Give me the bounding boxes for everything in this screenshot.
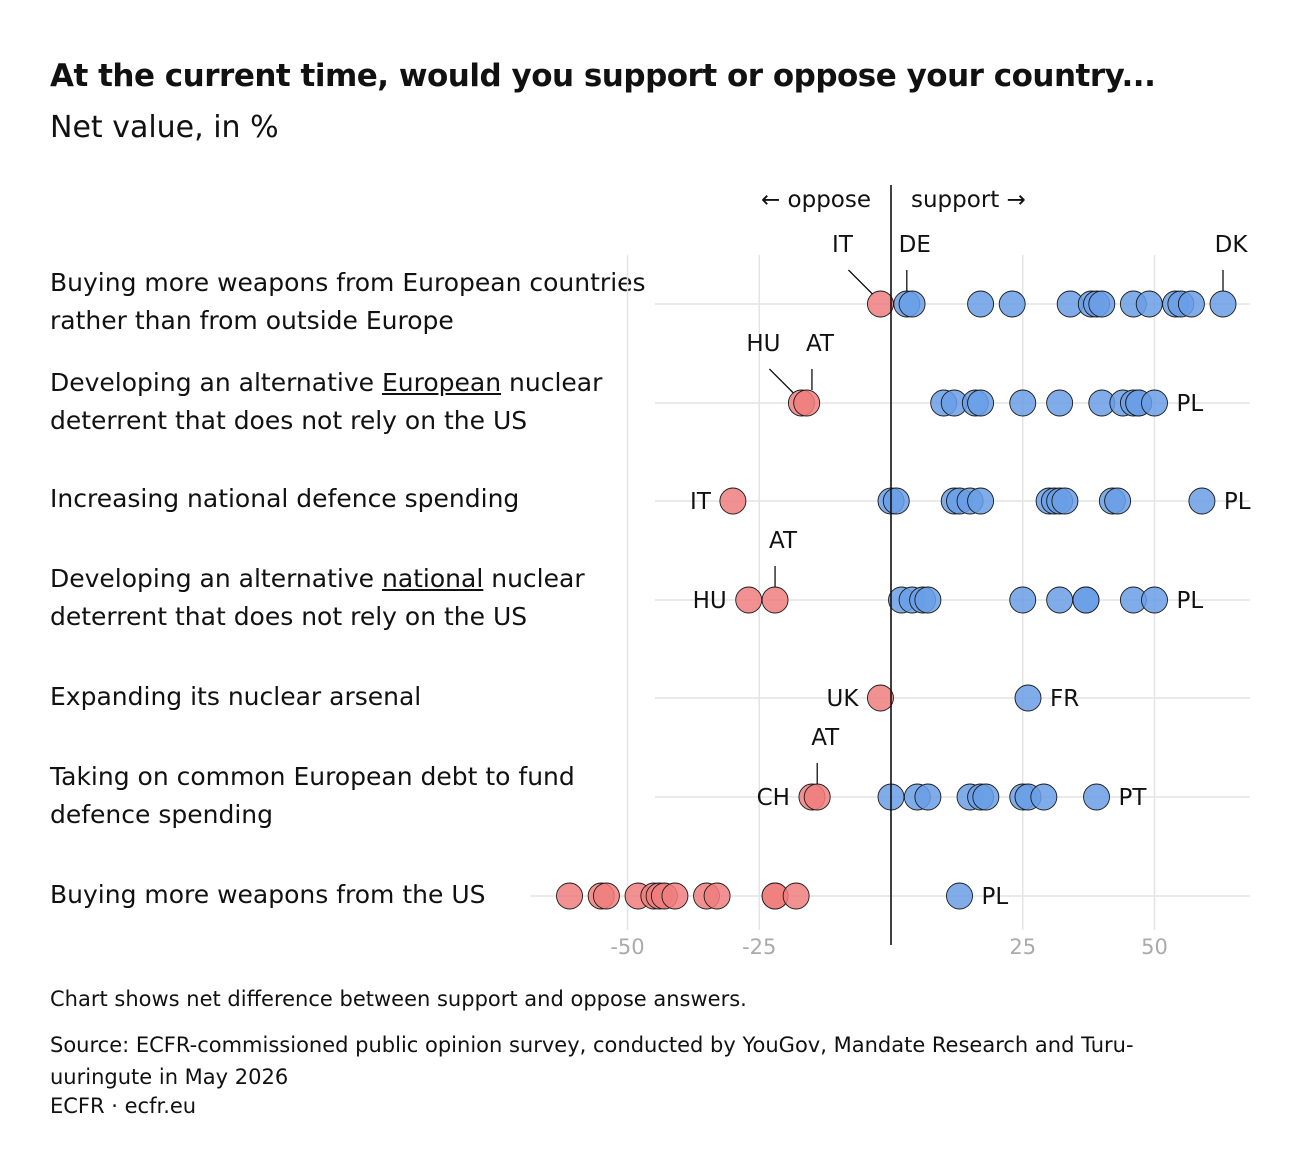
oppose-dot	[867, 684, 894, 712]
row-label-defence-spending: Increasing national defence spending	[50, 480, 519, 518]
country-label: IT	[832, 232, 854, 258]
country-label: CH	[757, 785, 790, 811]
row-label-text: Developing an alternative	[50, 368, 382, 397]
country-label: PL	[1177, 391, 1204, 417]
support-dot	[1088, 290, 1116, 318]
oppose-dot	[803, 783, 831, 811]
support-dot	[972, 783, 1000, 811]
country-label: UK	[827, 686, 860, 712]
credit: ECFR · ecfr.eu	[50, 1094, 197, 1118]
country-label: AT	[806, 331, 835, 357]
support-dot	[967, 389, 995, 417]
country-label: DK	[1215, 232, 1249, 258]
support-dot	[1177, 290, 1205, 318]
x-tick-label: 25	[1009, 935, 1036, 959]
x-tick-label: -25	[742, 935, 776, 959]
support-dot	[967, 290, 995, 318]
support-dot	[914, 586, 942, 614]
support-dot	[998, 290, 1026, 318]
row-label-line: deterrent that does not rely on the US	[50, 406, 528, 435]
support-dot	[1209, 290, 1237, 318]
support-dot	[1141, 586, 1168, 614]
chart-title: At the current time, would you support o…	[50, 58, 1156, 94]
chart-note: Chart shows net difference between suppo…	[50, 987, 747, 1011]
row-label-line: Developing an alternative European nucle…	[50, 364, 602, 402]
country-label: HU	[693, 588, 727, 614]
country-label: HU	[746, 331, 780, 357]
support-dot	[1030, 783, 1058, 811]
row-label-line: Buying more weapons from European countr…	[50, 268, 646, 297]
country-label: FR	[1050, 686, 1079, 712]
country-label: PL	[1177, 588, 1204, 614]
country-label: PT	[1119, 785, 1148, 811]
row-label-european-weapons: Buying more weapons from European countr…	[50, 264, 646, 340]
support-dot	[946, 882, 973, 910]
support-dot	[1009, 389, 1037, 417]
support-dot	[914, 783, 942, 811]
row-label-national-nuclear: Developing an alternative national nucle…	[50, 560, 585, 636]
row-label-text: nuclear	[501, 368, 603, 397]
label-leader-line	[768, 368, 794, 394]
support-dot	[1188, 487, 1216, 515]
support-dot	[1104, 487, 1132, 515]
row-label-line: deterrent that does not rely on the US	[50, 602, 528, 631]
support-direction-label: support →	[911, 187, 1026, 213]
support-dot	[1046, 389, 1074, 417]
country-label: AT	[811, 725, 840, 751]
support-dot	[898, 290, 926, 318]
oppose-dot	[703, 882, 731, 910]
row-label-us-weapons: Buying more weapons from the US	[50, 876, 486, 914]
row-label-european-nuclear: Developing an alternative European nucle…	[50, 364, 602, 440]
country-label: PL	[1224, 489, 1251, 515]
x-tick-label: -50	[610, 935, 644, 959]
oppose-dot	[782, 882, 810, 910]
country-label: DE	[899, 232, 931, 258]
row-label-line: Developing an alternative national nucle…	[50, 560, 585, 598]
row-label-text: Developing an alternative	[50, 564, 382, 593]
support-dot	[1072, 586, 1100, 614]
support-dot	[1141, 389, 1168, 417]
oppose-dot	[592, 882, 620, 910]
oppose-dot	[793, 389, 821, 417]
country-label: IT	[690, 489, 712, 515]
support-dot	[1046, 586, 1074, 614]
row-label-line: Expanding its nuclear arsenal	[50, 682, 422, 711]
oppose-dot	[761, 586, 789, 614]
row-label-nuclear-arsenal: Expanding its nuclear arsenal	[50, 678, 421, 716]
support-dot	[882, 487, 910, 515]
oppose-dot	[735, 586, 763, 614]
oppose-dot	[661, 882, 689, 910]
row-label-line: Taking on common European debt to fund	[50, 762, 575, 791]
support-dot	[967, 487, 995, 515]
row-label-line: Buying more weapons from the US	[50, 880, 486, 909]
x-tick-label: 50	[1141, 935, 1168, 959]
support-dot	[1135, 290, 1163, 318]
support-dot	[1083, 783, 1110, 811]
country-label: AT	[769, 528, 798, 554]
country-label: PL	[982, 884, 1009, 910]
row-label-text: nuclear	[483, 564, 585, 593]
support-dot	[1014, 684, 1042, 712]
row-label-line: Increasing national defence spending	[50, 484, 520, 513]
support-dot	[1009, 586, 1037, 614]
row-label-underlined: European	[381, 368, 502, 397]
source-note: Source: ECFR-commissioned public opinion…	[50, 1033, 1134, 1089]
oppose-dot	[719, 487, 747, 515]
row-label-underlined: national	[381, 564, 484, 593]
support-dot	[1051, 487, 1079, 515]
oppose-direction-label: ← oppose	[761, 187, 871, 213]
label-leader-line	[848, 269, 873, 295]
oppose-dot	[556, 882, 583, 910]
oppose-dot	[867, 290, 894, 318]
row-label-line: rather than from outside Europe	[50, 306, 454, 335]
row-label-common-debt: Taking on common European debt to fund d…	[50, 758, 575, 834]
row-label-line: defence spending	[50, 800, 273, 829]
chart-subtitle: Net value, in %	[50, 110, 279, 145]
